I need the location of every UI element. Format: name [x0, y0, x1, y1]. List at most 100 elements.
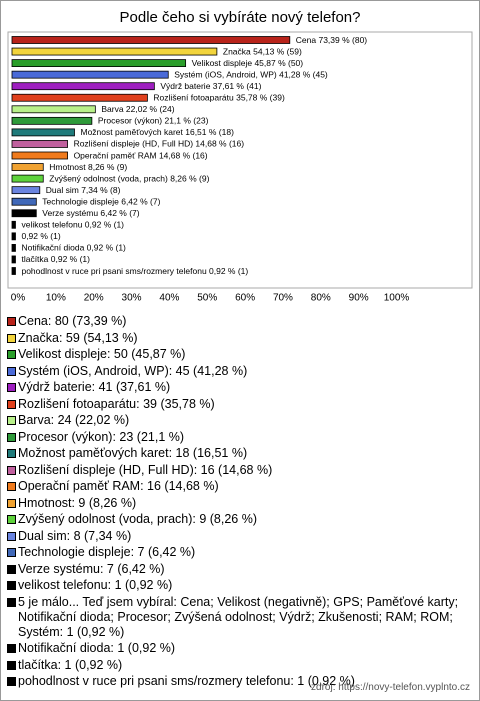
bar-label: Technologie displeje 6,42 % (7)	[42, 196, 160, 206]
bar-label: Procesor (výkon) 21,1 % (23)	[98, 116, 209, 126]
bar-label: velikost telefonu 0,92 % (1)	[21, 220, 124, 230]
bar-label: Rozlišení displeje (HD, Full HD) 14,68 %…	[74, 139, 245, 149]
bar-label: Systém (iOS, Android, WP) 41,28 % (45)	[174, 69, 328, 79]
legend-label: Dual sim: 8 (7,34 %)	[18, 528, 132, 543]
legend-item: Technologie displeje: 7 (6,42 %)	[7, 545, 469, 560]
x-tick-label: 60%	[235, 293, 255, 304]
bar	[11, 70, 169, 79]
x-tick-label: 70%	[273, 293, 293, 304]
bar	[11, 47, 218, 56]
legend-item: velikost telefonu: 1 (0,92 %)	[7, 578, 469, 593]
x-tick-label: 100%	[384, 293, 410, 304]
bar	[11, 209, 37, 218]
legend-label: Možnost paměťových karet: 18 (16,51 %)	[18, 446, 248, 460]
legend-label: 5 je málo... Teď jsem vybíral: Cena; Vel…	[18, 594, 459, 639]
bar	[11, 255, 16, 264]
bar	[11, 93, 148, 102]
legend-swatch	[7, 383, 16, 392]
bar	[11, 232, 16, 241]
bar-label: Zvýšený odolnost (voda, prach) 8,26 % (9…	[49, 173, 209, 183]
legend-label: Značka: 59 (54,13 %)	[18, 330, 138, 345]
bar	[11, 128, 75, 137]
legend-swatch	[7, 366, 16, 376]
legend-label: Verze systému: 7 (6,42 %)	[18, 561, 165, 576]
legend-swatch	[7, 416, 16, 425]
bar	[11, 36, 291, 44]
legend-label: Technologie displeje: 7 (6,42 %)	[18, 545, 196, 559]
legend-label: Notifikační dioda: 1 (0,92 %)	[18, 641, 176, 655]
bar-label: Hmotnost 8,26 % (9)	[49, 162, 127, 172]
legend-swatch	[7, 564, 16, 574]
legend-item: Procesor (výkon): 23 (21,1 %)	[7, 430, 469, 445]
legend-swatch	[7, 660, 16, 670]
legend-label: Rozlišení fotoaparátu: 39 (35,78 %)	[18, 396, 215, 411]
legend-swatch	[7, 498, 16, 508]
source: zdroj: https://novy-telefon.vyplnto.cz	[311, 682, 470, 693]
bar	[11, 197, 37, 206]
x-tick-label: 0%	[11, 293, 26, 304]
legend-swatch	[7, 644, 16, 653]
legend-swatch	[7, 449, 16, 458]
legend-swatch	[7, 432, 16, 442]
bar-label: tlačítka 0,92 % (1)	[21, 254, 90, 264]
legend-swatch	[7, 465, 16, 475]
legend: Cena: 80 (73,39 %) Značka: 59 (54,13 %) Ve…	[7, 314, 469, 691]
legend-item: Zvýšený odolnost (voda, prach): 9 (8,26 …	[7, 512, 469, 527]
bar-label: Verze systému 6,42 % (7)	[42, 208, 139, 218]
x-tick-label: 90%	[349, 293, 369, 304]
x-tick-label: 30%	[122, 293, 142, 304]
legend-item: Hmotnost: 9 (8,26 %)	[7, 496, 469, 511]
legend-item: Cena: 80 (73,39 %)	[7, 314, 469, 329]
legend-item: Systém (iOS, Android, WP): 45 (41,28 %)	[7, 364, 469, 379]
legend-label: velikost telefonu: 1 (0,92 %)	[18, 578, 173, 592]
bar-label: Výdrž baterie 37,61 % (41)	[160, 81, 261, 91]
bar	[11, 59, 187, 67]
legend-label: Hmotnost: 9 (8,26 %)	[18, 495, 137, 510]
legend-item: Notifikační dioda: 1 (0,92 %)	[7, 641, 469, 656]
legend-item: Výdrž baterie: 41 (37,61 %)	[7, 380, 469, 395]
legend-swatch	[7, 399, 16, 409]
x-tick-label: 10%	[46, 293, 66, 304]
bar	[11, 82, 155, 91]
legend-swatch	[7, 531, 16, 541]
legend-item: Možnost paměťových karet: 18 (16,51 %)	[7, 446, 469, 461]
chart-title: Podle čeho si vybíráte nový telefon?	[120, 9, 361, 26]
chart: Podle čeho si vybíráte nový telefon? 0% 1…	[7, 9, 473, 304]
bar	[11, 174, 44, 183]
legend-item: Dual sim: 8 (7,34 %)	[7, 529, 469, 544]
plot-frame	[7, 31, 473, 289]
bar-label: Notifikační dioda 0,92 % (1)	[21, 243, 126, 253]
x-tick-label: 40%	[159, 293, 179, 304]
bar	[11, 243, 16, 252]
legend-swatch	[7, 317, 16, 326]
legend-label: tlačítka: 1 (0,92 %)	[18, 657, 123, 672]
legend-item: Rozlišení displeje (HD, Full HD): 16 (14…	[7, 463, 469, 478]
bar-label: Velikost displeje 45,87 % (50)	[192, 58, 304, 68]
bar	[11, 151, 68, 160]
bar-label: Dual sim 7,34 % (8)	[46, 185, 121, 195]
legend-item: pohodlnost v ruce pri psani sms/rozmery …	[7, 674, 469, 689]
legend-label: pohodlnost v ruce pri psani sms/rozmery …	[18, 674, 355, 688]
legend-swatch	[7, 350, 16, 359]
bar	[11, 140, 68, 148]
legend-swatch	[7, 333, 16, 343]
bar-label: Barva 22,02 % (24)	[101, 104, 174, 114]
bar	[11, 163, 44, 171]
x-tick-label: 50%	[197, 293, 217, 304]
bar-label: Operační paměť RAM 14,68 % (16)	[74, 150, 208, 160]
legend-label: Velikost displeje: 50 (45,87 %)	[18, 347, 186, 361]
bar	[11, 116, 93, 125]
legend-swatch	[7, 677, 16, 686]
legend-item: Operační paměť RAM: 16 (14,68 %)	[7, 479, 469, 494]
bar	[11, 220, 16, 229]
bar	[11, 105, 96, 114]
legend-swatch	[7, 597, 16, 607]
bar-label: pohodlnost v ruce pri psani sms/rozmery …	[21, 266, 248, 276]
x-tick-label: 80%	[311, 293, 331, 304]
legend-item: Rozlišení fotoaparátu: 39 (35,78 %)	[7, 397, 469, 412]
legend-item: tlačítka: 1 (0,92 %)	[7, 658, 469, 673]
legend-label: Barva: 24 (22,02 %)	[18, 413, 130, 427]
legend-swatch	[7, 581, 16, 590]
bar	[11, 186, 41, 195]
legend-label: Systém (iOS, Android, WP): 45 (41,28 %)	[18, 363, 248, 378]
